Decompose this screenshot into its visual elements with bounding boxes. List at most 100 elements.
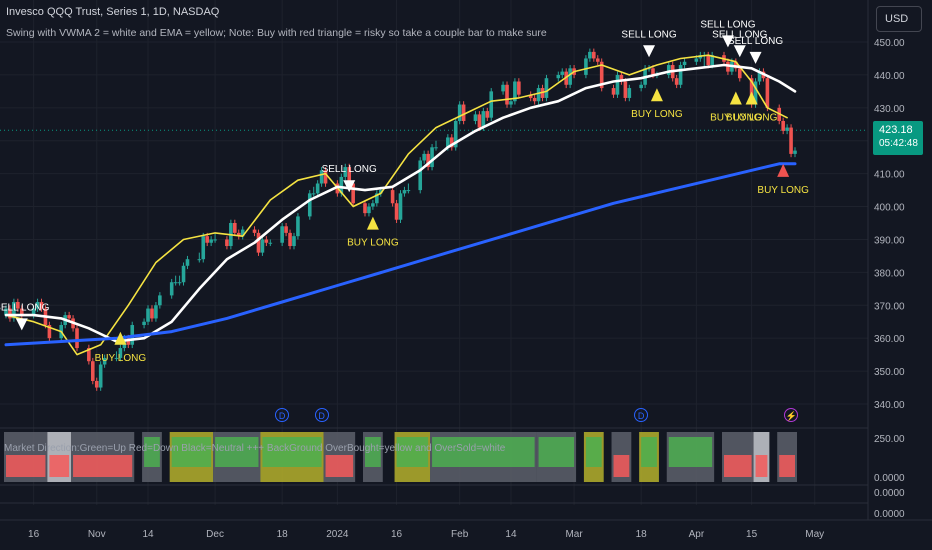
indicator-tick-label: 0.0000 [874,473,905,484]
candle-body [532,97,537,102]
candle [528,91,533,102]
price-tick-label: 450.00 [874,38,905,49]
candle-body [737,68,742,79]
candle [288,229,292,250]
candle-body [236,232,241,237]
indicator-up-bar [538,437,575,467]
indicator-up-bar [144,437,160,467]
candle [584,55,588,79]
candle-body [639,84,643,89]
candle-body [375,193,379,204]
candle-body [260,239,265,253]
bar-countdown: 05:42:48 [879,138,918,149]
indicator-segment [611,432,632,482]
candle [351,180,355,207]
candle [532,94,537,105]
currency-button[interactable]: USD [876,6,922,32]
buy-label: BUY LONG [726,113,778,124]
candle-body [343,167,348,177]
candle-body [595,58,600,62]
candle [461,101,466,125]
candle [781,117,785,135]
candle [311,186,316,197]
price-tick-label: 360.00 [874,334,905,345]
candle [323,167,328,187]
candle-body [461,104,466,121]
candle-body [240,229,245,237]
earnings-icon[interactable]: ⚡ [784,408,799,422]
sell-signal: SELL LONG [322,164,377,193]
candle-body [599,61,604,89]
time-tick-label: 16 [391,529,403,540]
grid-lines [0,0,868,505]
candle [185,255,190,270]
indicator-down-bar [779,455,795,477]
candle [173,275,178,286]
candle [146,305,150,326]
candle [390,186,395,207]
candle [209,236,213,247]
ema-line [5,54,788,356]
sell-triangle-icon [721,35,734,48]
candle-body [284,226,288,233]
candle [453,117,458,151]
time-tick-label: 2024 [326,529,349,540]
candle-body [98,364,103,388]
candle [90,357,95,385]
indicator-down-bar [723,455,752,477]
candle [98,361,103,391]
candle [422,150,426,164]
candle [16,298,20,312]
candle-body [4,308,8,316]
candle [406,183,411,194]
candle-body [323,170,328,184]
dividend-icon[interactable]: D [275,408,290,422]
symbol-title[interactable]: Invesco QQQ Trust, Series 1, 1D, NASDAQ [6,6,220,18]
buy-signal: BUY LONG [95,331,147,364]
time-tick-label: Nov [88,529,106,540]
candle-body [682,61,687,66]
price-tick-label: 400.00 [874,203,905,214]
candle [264,236,269,247]
indicator-segment [430,432,537,482]
buy-label: BUY LONG [95,353,147,364]
indicator-segment [213,432,261,482]
time-tick-label: 18 [636,529,648,540]
indicator-down-bar [755,455,768,477]
candle [473,111,478,125]
indicator-up-bar [171,437,212,467]
candle-body [446,137,450,148]
sell-label: SELL LONG [700,19,755,30]
candle [169,278,174,299]
candle-body [793,150,797,154]
buy-triangle-icon [366,216,379,230]
candle [150,305,154,322]
candle [615,71,620,98]
candle [12,298,16,322]
candle-body [647,68,651,70]
candle-body [426,153,430,168]
indicator-down-bar [73,455,133,477]
candle-body [674,78,679,85]
candle [702,51,707,69]
candle [142,318,146,329]
sub-pane-tick-label: 0.0000 [874,509,905,520]
price-tick-label: 390.00 [874,235,905,246]
dividend-icon[interactable]: D [314,408,329,422]
candle-body [19,308,24,316]
candle-body [201,236,206,260]
price-tick-label: 380.00 [874,268,905,279]
sell-label: SELL LONG [712,29,767,40]
candle-body [430,147,434,168]
candle [39,298,44,312]
dividend-icon[interactable]: D [634,408,649,422]
candle-body [146,308,150,322]
candle [477,111,482,131]
candle-body [505,84,509,105]
indicator-down-bar [6,455,46,477]
candle-body [12,301,16,319]
candle-body [406,190,411,192]
candle-body [749,78,754,105]
time-tick-label: Apr [689,529,705,540]
